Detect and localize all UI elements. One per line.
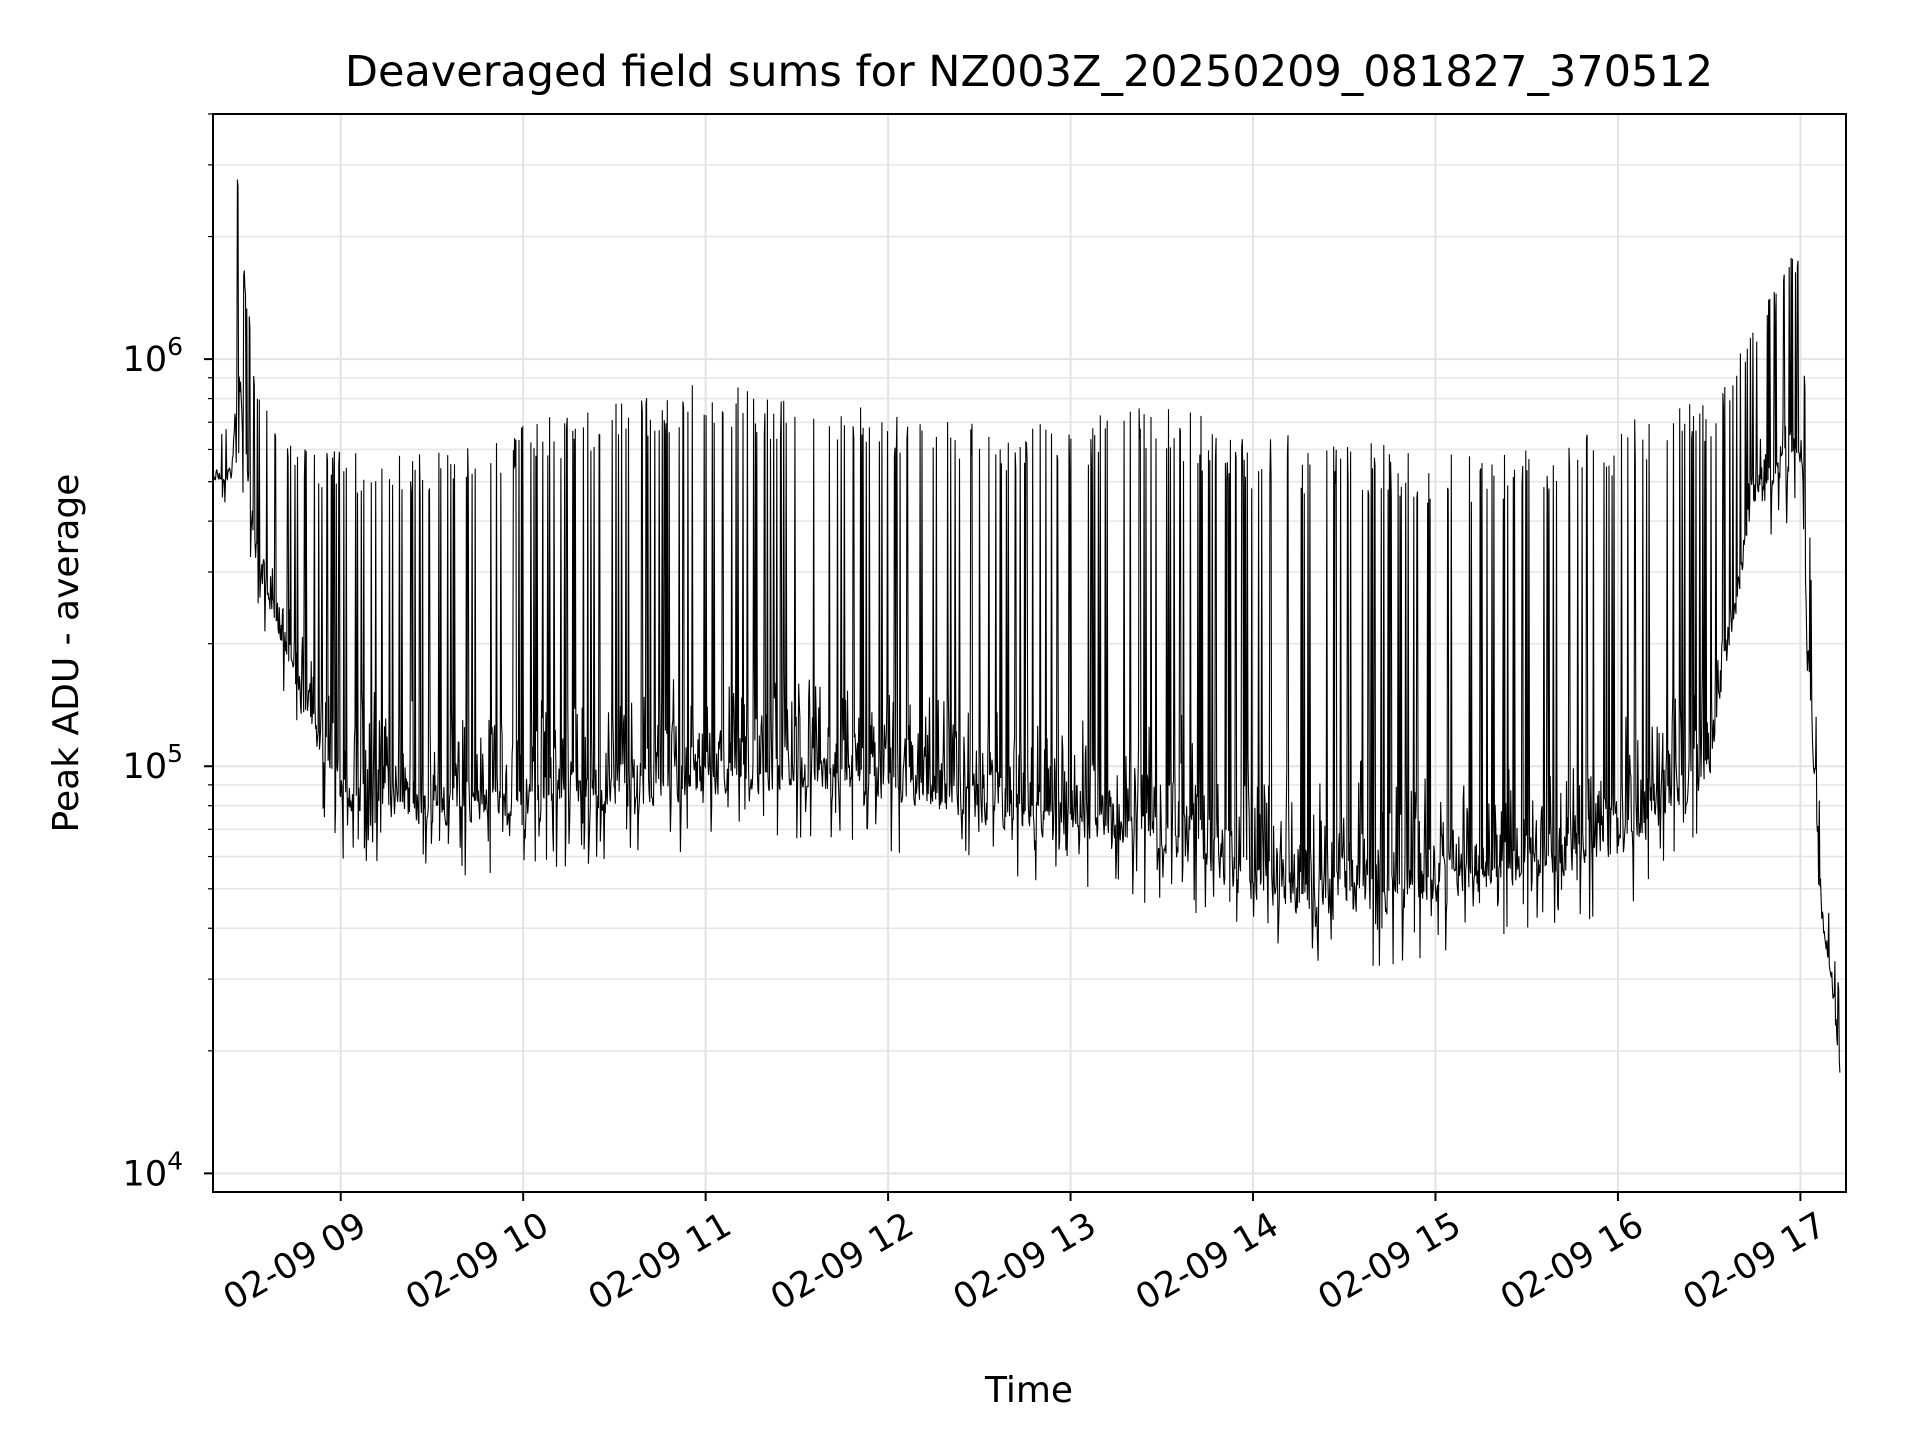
series-line [212,179,1841,1073]
y-tick-label: 106 [123,332,183,380]
y-axis-label: Peak ADU - average [46,474,87,833]
plot-frame [212,113,1847,1193]
y-tick-label: 104 [123,1146,183,1194]
series-layer [212,179,1841,1073]
chart-title: Deaveraged field sums for NZ003Z_2025020… [345,47,1713,97]
major-gridlines [213,114,1846,1192]
y-axis-ticks: 104 105 106 [123,113,213,1194]
y-tick-label: 105 [123,739,183,787]
x-axis-label: Time [984,1370,1073,1411]
